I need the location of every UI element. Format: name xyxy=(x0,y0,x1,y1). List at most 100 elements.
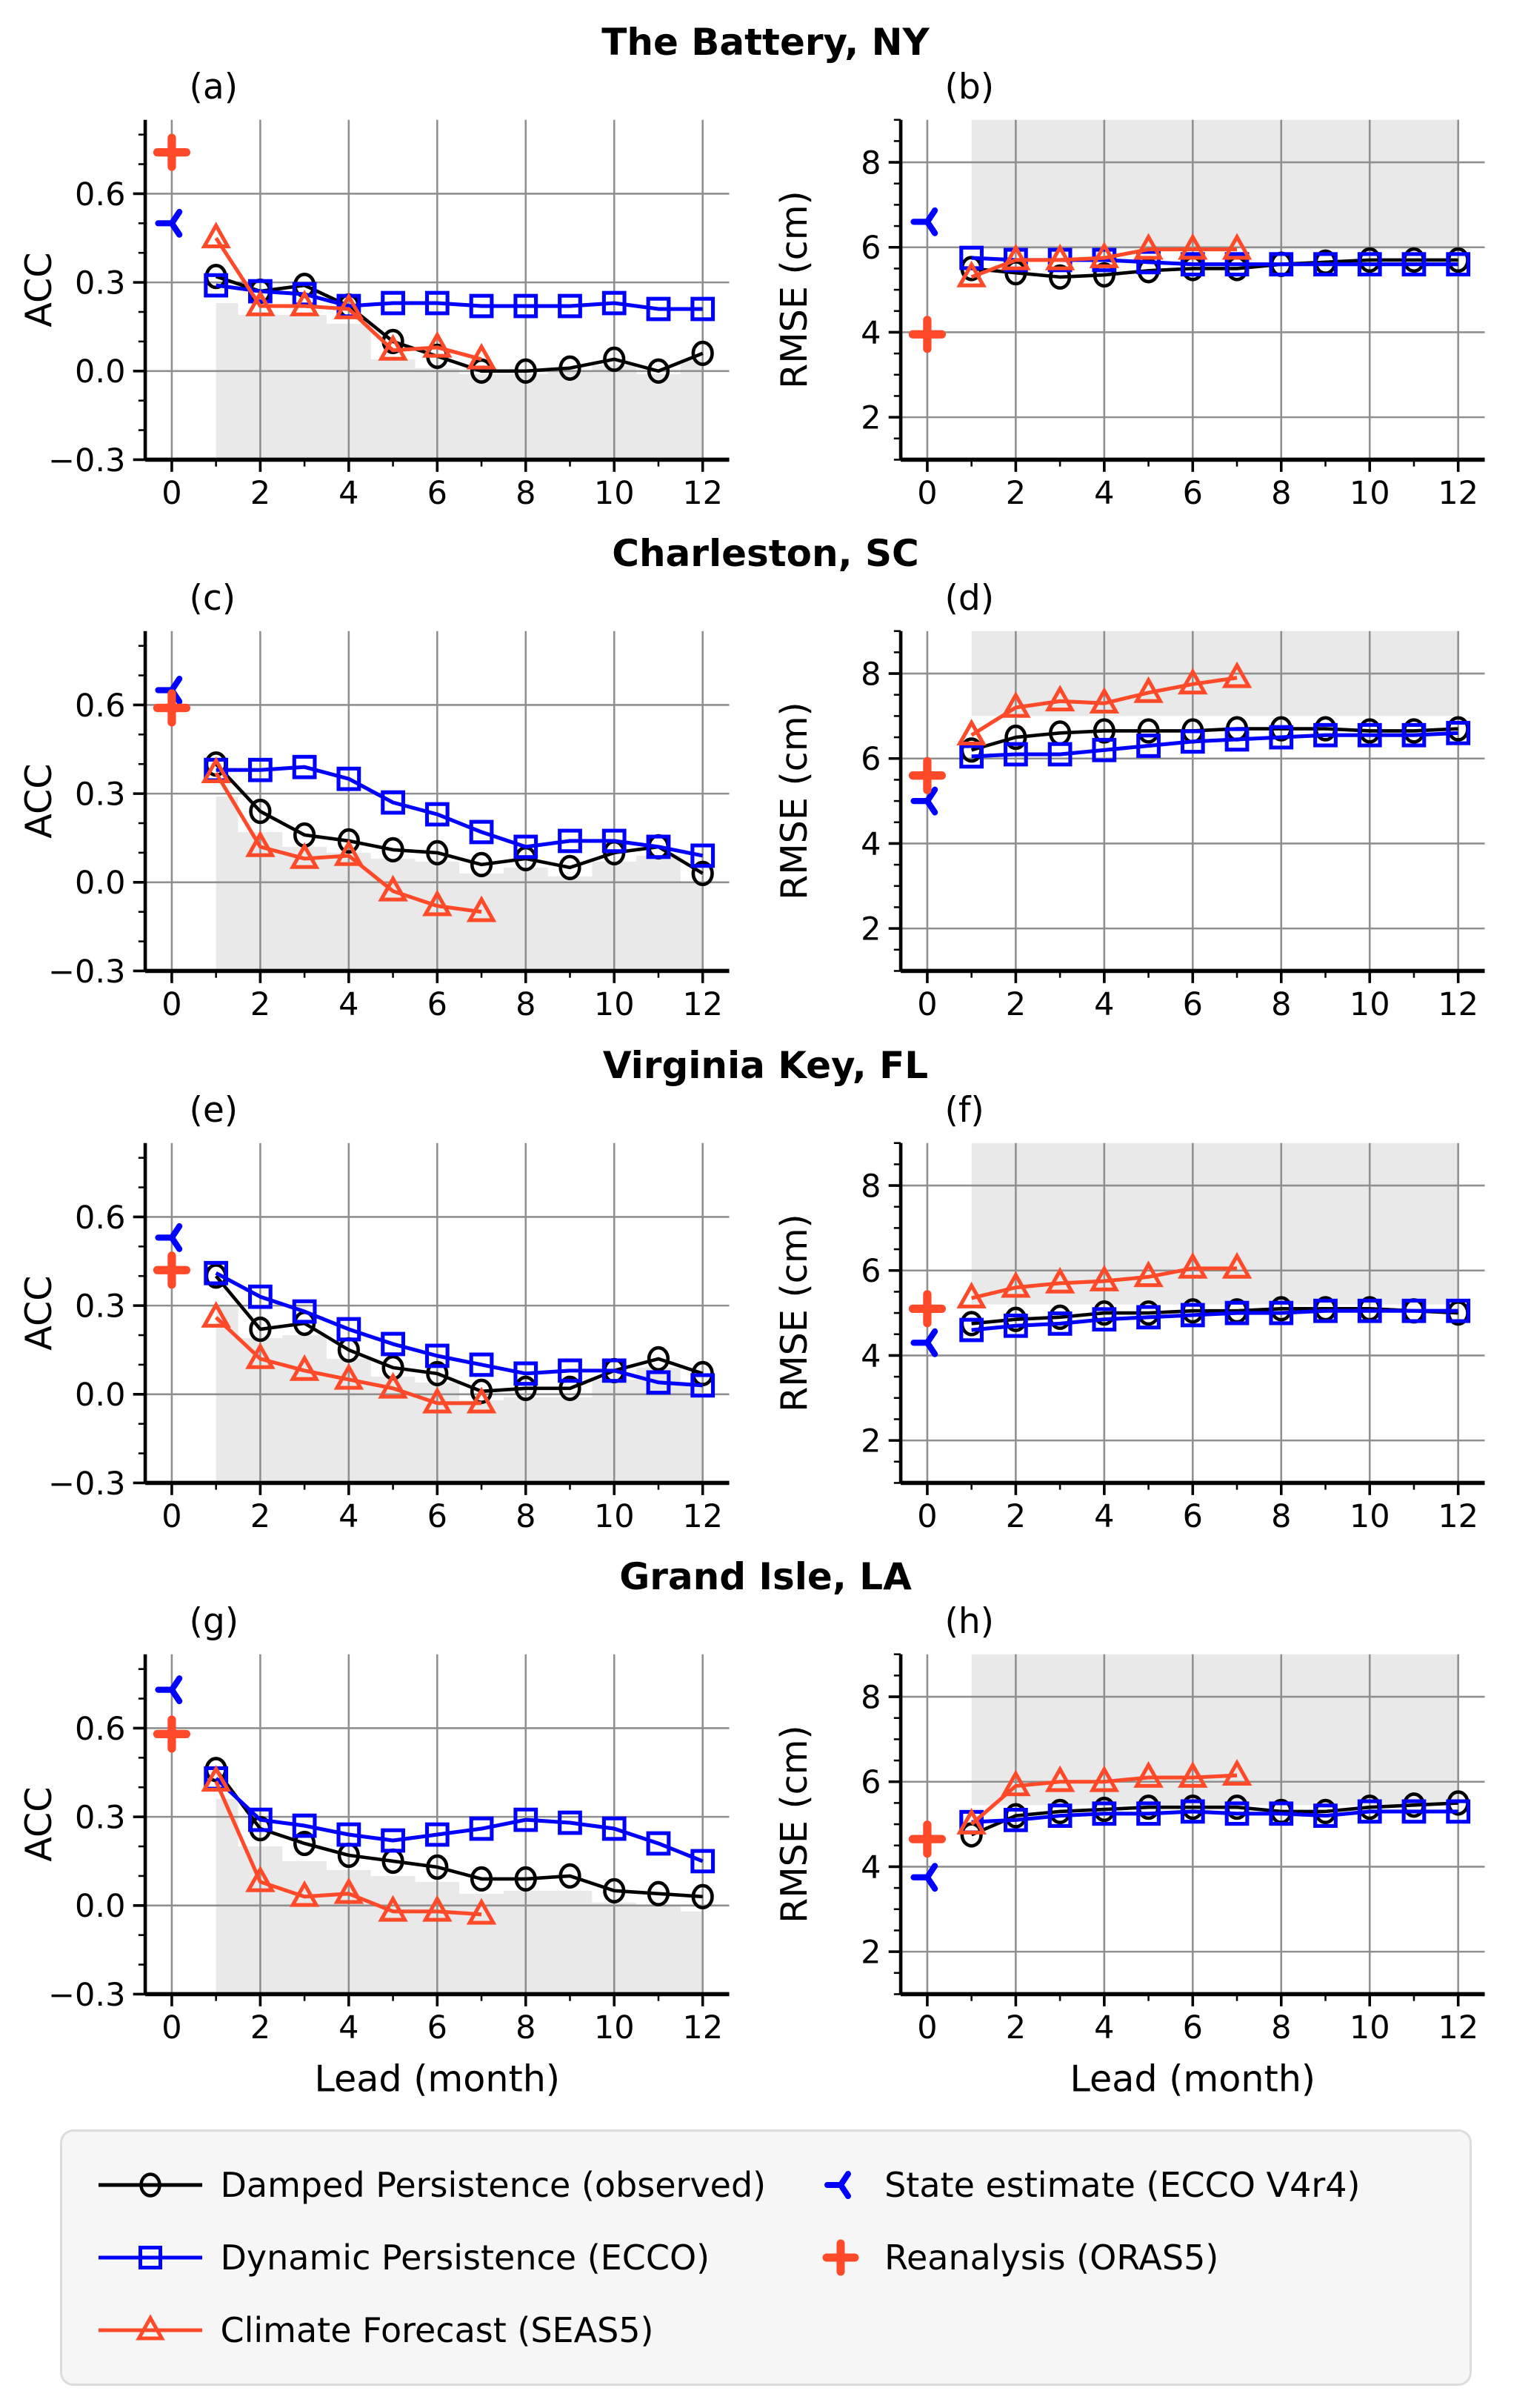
state-estimate-tri-left-icon xyxy=(812,2161,870,2209)
svg-text:4: 4 xyxy=(338,2009,358,2046)
svg-text:2: 2 xyxy=(861,399,881,436)
svg-text:ACC: ACC xyxy=(17,252,60,327)
svg-text:(f): (f) xyxy=(944,1090,984,1131)
svg-text:6: 6 xyxy=(861,230,881,267)
svg-text:2: 2 xyxy=(1005,2009,1025,2046)
svg-text:−0.3: −0.3 xyxy=(48,1977,125,2014)
svg-text:4: 4 xyxy=(861,826,881,863)
acc-panel-virginia-key: 0 2 4 6 8 10 12 0.6 0.3 0.0 −0.3 (e) ACC xyxy=(16,1088,760,1543)
svg-text:0: 0 xyxy=(161,2009,181,2046)
svg-text:0: 0 xyxy=(917,1498,937,1535)
svg-text:0.6: 0.6 xyxy=(75,1711,125,1748)
station-row-charleston: Charleston, SC 0 2 4 6 8 10 12 0.6 0.3 0.0 −0.3 (c)… xyxy=(16,532,1515,1031)
damped-persistence-line-circle-icon xyxy=(95,2161,206,2209)
svg-text:12: 12 xyxy=(682,1498,723,1535)
legend-label: Reanalysis (ORAS5) xyxy=(884,2237,1219,2278)
svg-text:−0.3: −0.3 xyxy=(48,1466,125,1503)
svg-text:6: 6 xyxy=(427,475,447,512)
svg-text:2: 2 xyxy=(861,1935,881,1972)
station-row-battery: The Battery, NY 0 2 4 6 8 10 12 0.6 0.3 0.0 −0.3 (a… xyxy=(16,21,1515,520)
panel-pair: 0 2 4 6 8 10 12 0.6 0.3 0.0 −0.3 (e) ACC 0 2 4 6 8 10 12 8 6… xyxy=(16,1088,1515,1543)
panel-pair: 0 2 4 6 8 10 12 0.6 0.3 0.0 −0.3 (g) ACC Lead (month)… xyxy=(16,1600,1515,2104)
station-title: Virginia Key, FL xyxy=(602,1043,929,1087)
acc-panel-battery: 0 2 4 6 8 10 12 0.6 0.3 0.0 −0.3 (a) ACC xyxy=(16,65,760,520)
svg-text:6: 6 xyxy=(427,986,447,1023)
svg-text:2: 2 xyxy=(250,475,270,512)
rmse-plot-b: 0 2 4 6 8 10 12 8 6 4 2 (b) RMSE (cm) xyxy=(773,67,1485,512)
legend-item-dynamic-persistence: Dynamic Persistence (ECCO) xyxy=(95,2234,795,2281)
svg-text:4: 4 xyxy=(338,986,358,1023)
dynamic-persistence-line-square-icon xyxy=(95,2234,206,2281)
rmse-plot-d: 0 2 4 6 8 10 12 8 6 4 2 (d) RMSE (cm) xyxy=(773,578,1485,1023)
svg-text:8: 8 xyxy=(516,2009,536,2046)
svg-text:0: 0 xyxy=(917,2009,937,2046)
svg-text:2: 2 xyxy=(250,2009,270,2046)
svg-text:0.0: 0.0 xyxy=(75,353,125,390)
svg-text:12: 12 xyxy=(1438,475,1478,512)
svg-text:ACC: ACC xyxy=(17,764,60,839)
svg-text:6: 6 xyxy=(1182,986,1202,1023)
svg-text:8: 8 xyxy=(516,475,536,512)
svg-text:4: 4 xyxy=(1094,986,1114,1023)
svg-text:12: 12 xyxy=(682,2009,723,2046)
svg-text:10: 10 xyxy=(1349,986,1390,1023)
svg-text:−0.3: −0.3 xyxy=(48,442,125,479)
legend-item-climate-forecast: Climate Forecast (SEAS5) xyxy=(95,2306,795,2354)
svg-text:0.6: 0.6 xyxy=(75,688,125,725)
legend-item-state-estimate: State estimate (ECCO V4r4) xyxy=(812,2161,1436,2209)
svg-text:(e): (e) xyxy=(189,1090,238,1131)
svg-text:2: 2 xyxy=(861,911,881,948)
svg-text:0.3: 0.3 xyxy=(75,1288,125,1325)
legend-label: Climate Forecast (SEAS5) xyxy=(220,2309,654,2350)
svg-text:12: 12 xyxy=(1438,1498,1478,1535)
svg-text:4: 4 xyxy=(338,475,358,512)
panel-pair: 0 2 4 6 8 10 12 0.6 0.3 0.0 −0.3 (c) ACC 0 2 4 6 8 10 12 8 6… xyxy=(16,576,1515,1031)
svg-text:4: 4 xyxy=(861,315,881,352)
svg-text:8: 8 xyxy=(1271,475,1291,512)
svg-text:(h): (h) xyxy=(944,1601,994,1642)
acc-plot-e: 0 2 4 6 8 10 12 0.6 0.3 0.0 −0.3 (e) ACC xyxy=(17,1090,730,1535)
svg-text:10: 10 xyxy=(594,1498,635,1535)
svg-text:6: 6 xyxy=(861,1253,881,1290)
svg-text:2: 2 xyxy=(1005,1498,1025,1535)
svg-text:RMSE (cm): RMSE (cm) xyxy=(773,1214,815,1412)
svg-text:12: 12 xyxy=(1438,986,1478,1023)
svg-text:6: 6 xyxy=(1182,1498,1202,1535)
svg-text:(d): (d) xyxy=(944,578,994,619)
svg-text:8: 8 xyxy=(861,144,881,182)
svg-text:0.6: 0.6 xyxy=(75,1200,125,1237)
legend-label: Damped Persistence (observed) xyxy=(220,2164,767,2205)
svg-text:4: 4 xyxy=(338,1498,358,1535)
svg-text:6: 6 xyxy=(1182,2009,1202,2046)
svg-text:8: 8 xyxy=(1271,2009,1291,2046)
svg-text:10: 10 xyxy=(1349,475,1390,512)
acc-plot-g: 0 2 4 6 8 10 12 0.6 0.3 0.0 −0.3 (g) ACC Lead (month) xyxy=(17,1601,730,2101)
svg-text:8: 8 xyxy=(1271,986,1291,1023)
svg-text:2: 2 xyxy=(1005,475,1025,512)
svg-text:6: 6 xyxy=(427,2009,447,2046)
acc-panel-charleston: 0 2 4 6 8 10 12 0.6 0.3 0.0 −0.3 (c) ACC xyxy=(16,576,760,1031)
svg-text:4: 4 xyxy=(1094,2009,1114,2046)
svg-text:(b): (b) xyxy=(944,67,994,107)
svg-text:6: 6 xyxy=(861,741,881,778)
svg-text:ACC: ACC xyxy=(17,1787,60,1862)
svg-text:8: 8 xyxy=(861,1168,881,1205)
svg-text:8: 8 xyxy=(516,986,536,1023)
legend-column-references: State estimate (ECCO V4r4) Reanalysis (O… xyxy=(812,2161,1436,2281)
svg-text:(a): (a) xyxy=(189,67,238,107)
svg-text:8: 8 xyxy=(861,1680,881,1717)
svg-text:0: 0 xyxy=(161,1498,181,1535)
svg-text:4: 4 xyxy=(861,1338,881,1375)
svg-text:2: 2 xyxy=(250,986,270,1023)
svg-text:(g): (g) xyxy=(189,1601,239,1642)
svg-text:10: 10 xyxy=(594,2009,635,2046)
svg-text:8: 8 xyxy=(861,656,881,694)
svg-text:12: 12 xyxy=(1438,2009,1478,2046)
svg-text:0.0: 0.0 xyxy=(75,1888,125,1925)
svg-text:10: 10 xyxy=(594,986,635,1023)
reanalysis-plus-icon xyxy=(812,2234,870,2281)
legend: Damped Persistence (observed) Dynamic Pe… xyxy=(59,2129,1472,2387)
legend-label: State estimate (ECCO V4r4) xyxy=(884,2164,1361,2205)
svg-text:(c): (c) xyxy=(189,578,236,619)
